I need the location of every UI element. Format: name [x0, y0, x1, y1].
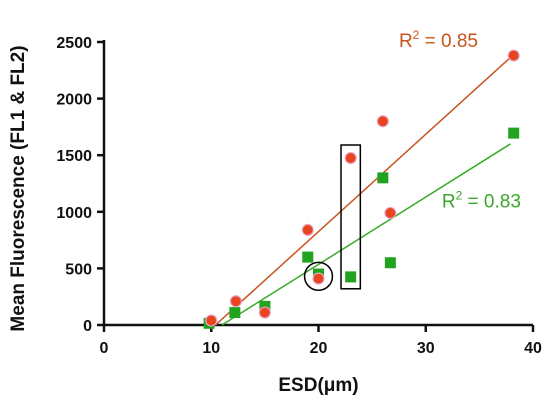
data-point-circle	[507, 49, 520, 62]
data-point-square	[345, 271, 357, 283]
r2-prefix: R	[399, 31, 413, 52]
data-point-circle	[229, 295, 243, 308]
data-point-square	[259, 300, 271, 312]
x-tick-label: 40	[524, 340, 542, 357]
data-point-square	[302, 251, 314, 263]
x-axis-title: ESD(μm)	[278, 375, 358, 396]
highlight-rect	[340, 144, 362, 290]
data-point-circle	[301, 223, 314, 237]
data-point-circle	[344, 151, 357, 165]
data-point-circle	[205, 314, 218, 327]
data-point-circle	[376, 115, 389, 128]
highlight-circle	[303, 261, 334, 292]
x-tick-label: 20	[310, 340, 328, 357]
y-tick-label: 1500	[56, 148, 92, 165]
y-axis-title: Mean Fluorescence (FL1 & FL2)	[8, 45, 29, 331]
data-point-square	[229, 307, 241, 319]
x-tick-label: 30	[417, 340, 435, 357]
data-point-circle	[312, 272, 325, 285]
r2-label-fl1: R2 = 0.85	[399, 28, 478, 52]
y-tick-label: 1000	[56, 205, 92, 222]
y-tick-label: 2000	[56, 92, 92, 109]
y-tick-label: 500	[65, 261, 92, 278]
trendline-fl1	[215, 53, 515, 326]
data-point-circle	[384, 206, 397, 220]
data-point-square	[508, 127, 520, 139]
r2-superscript: 2	[413, 28, 420, 42]
r2-value: = 0.85	[419, 31, 478, 52]
r2-prefix: R	[442, 191, 456, 212]
trendline-fl2	[221, 143, 511, 326]
data-point-square	[384, 257, 396, 269]
data-point-square	[377, 172, 389, 184]
r2-label-fl2: R2 = 0.83	[442, 188, 521, 212]
r2-superscript: 2	[456, 188, 463, 202]
y-tick-label: 0	[83, 318, 92, 335]
r2-value: = 0.83	[462, 191, 521, 212]
x-tick-label: 0	[100, 340, 109, 357]
data-point-circle	[258, 306, 271, 319]
x-tick-label: 10	[202, 340, 220, 357]
y-tick-label: 2500	[56, 35, 92, 52]
